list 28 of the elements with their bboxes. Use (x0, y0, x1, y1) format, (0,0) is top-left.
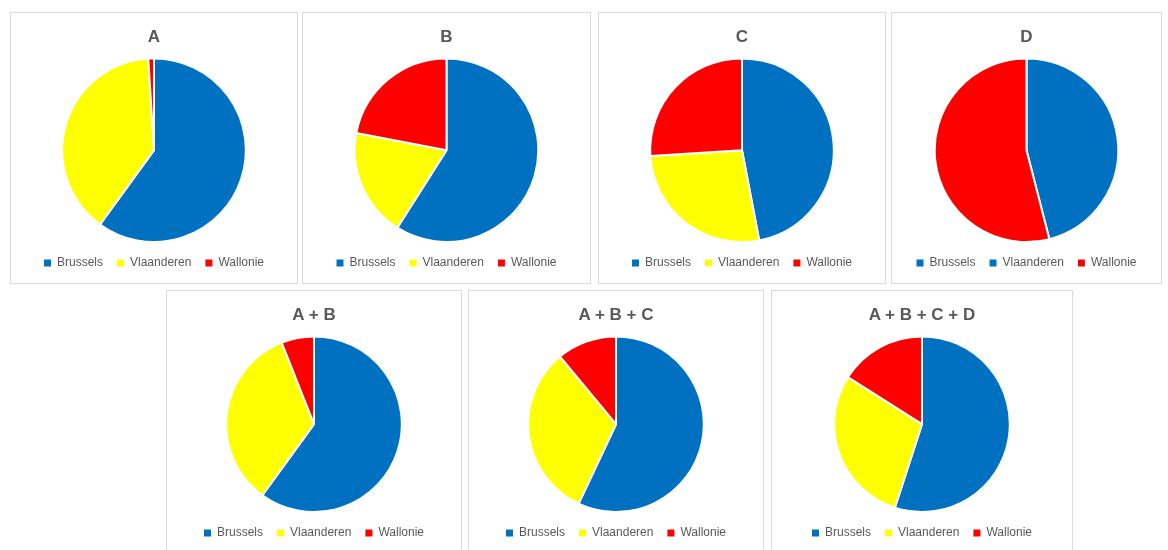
chart-title: C (735, 26, 749, 46)
legend-label: Vlaanderen (290, 525, 352, 540)
chart-title: A + B + C + D (868, 304, 976, 324)
legend-label: Brussels (519, 525, 566, 540)
legend-label: Vlaanderen (1002, 255, 1064, 270)
legend-label: Vlaanderen (592, 525, 654, 540)
legend-label: Wallonie (680, 525, 727, 540)
legend-label: Wallonie (378, 525, 425, 540)
legend-label: Wallonie (218, 255, 265, 270)
chart-title: A + B + C (578, 304, 654, 324)
legend-label: Brussels (929, 255, 976, 270)
legend-label: Brussels (825, 525, 872, 540)
legend-label: Vlaanderen (422, 255, 484, 270)
chart-title: B (440, 26, 453, 46)
legend-label: Brussels (645, 255, 692, 270)
chart-title: A + B (292, 304, 336, 324)
chart-title: D (1020, 26, 1033, 46)
legend-label: Vlaanderen (130, 255, 192, 270)
legend-label: Vlaanderen (718, 255, 780, 270)
legend-label: Vlaanderen (898, 525, 960, 540)
legend-label: Wallonie (806, 255, 853, 270)
legend-label: Brussels (57, 255, 104, 270)
legend-label: Brussels (217, 525, 264, 540)
legend-label: Wallonie (1090, 255, 1137, 270)
chart-title: A (147, 26, 161, 46)
legend-label: Brussels (349, 255, 396, 270)
legend-label: Wallonie (986, 525, 1033, 540)
legend-label: Wallonie (510, 255, 557, 270)
